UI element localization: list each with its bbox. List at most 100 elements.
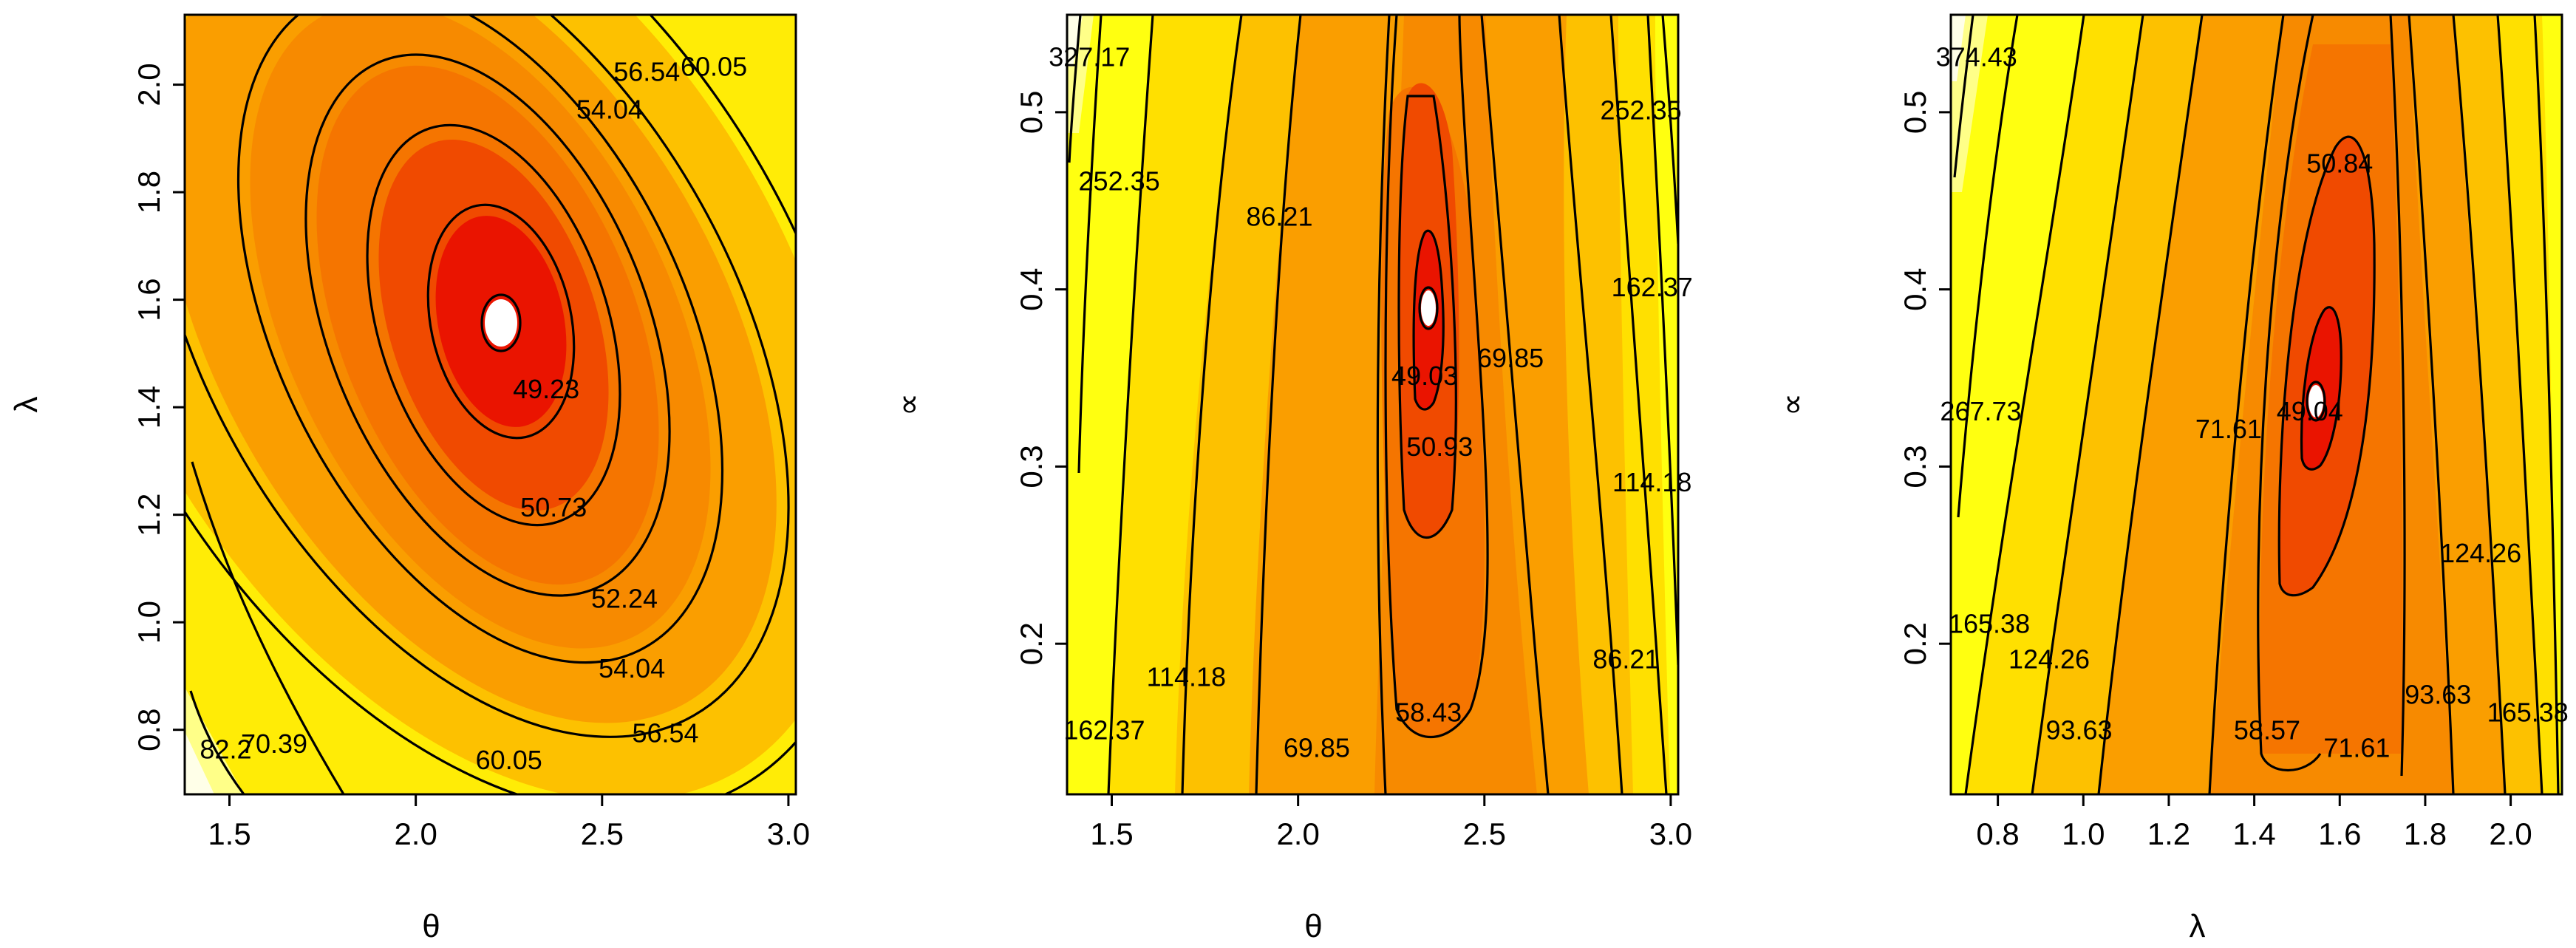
panel-3-fill [1951,15,2562,794]
panel-3-contours [1953,15,2560,794]
contour-86-21-right [1558,15,1623,794]
axes-panel-3: 0.8 1.0 1.2 1.4 1.6 1.8 2.0 0.2 0.3 0.4 0.5 λ ∝ [1774,91,2532,944]
x-tick-label: 1.2 [2147,816,2190,851]
contour-label: 165.38 [1949,609,2030,639]
contour-374-43 [1953,15,1974,178]
contour-label: 82.2 [200,734,251,764]
x-tick-label: 1.5 [1090,816,1133,851]
contour-labels-panel-2: 49.03 50.93 58.43 69.85 69.85 86.21 86.21 114.1… [1049,41,1693,763]
y-tick-label: 0.5 [1014,91,1049,134]
contour-label: 267.73 [1940,396,2021,426]
contour-label: 114.18 [1612,467,1691,497]
contour-label: 71.61 [2195,414,2262,444]
x-tick-label: 0.8 [1976,816,2019,851]
x-axis-title: λ [2190,908,2206,944]
y-axis-title: λ [8,397,44,413]
contour-165-38-right [2533,15,2560,794]
contour-70-39 [191,461,345,794]
contour-label: 60.05 [476,745,542,775]
contour-minimum [2306,381,2326,422]
x-tick-label: 1.8 [2404,816,2447,851]
contour-label: 70.39 [241,729,307,759]
y-tick-label: 0.8 [132,708,166,751]
x-tick-label: 2.5 [1463,816,1506,851]
contour-50-93 [1397,95,1457,539]
contour-165-38-left [1964,15,2085,794]
fill-minimum [485,299,517,347]
contour-267-73 [1957,15,2019,518]
contour-label: 58.43 [1395,698,1462,728]
y-tick-label: 0.4 [1898,267,1932,310]
x-tick-label: 1.0 [2062,816,2105,851]
x-tick-label: 2.0 [394,816,437,851]
contour-124-26-left [2031,15,2144,794]
axes-panel-2: 1.5 2.0 2.5 3.0 0.2 0.3 0.4 0.5 θ ∝ [890,91,1692,944]
fill-corner-top-left-2 [1951,15,1966,81]
contour-252-35-left [1077,15,1103,474]
axes-panel-1: 1.5 2.0 2.5 3.0 0.8 1.0 1.2 1.4 1.6 1.8 2.0 θ λ [8,63,810,944]
contour-86-21-left [1255,15,1302,794]
contour-124-26-right [2496,15,2543,794]
contour-label: 86.21 [1246,201,1312,231]
contour-label: 60.05 [681,51,747,81]
x-axis-title: θ [422,908,440,944]
contour-50-73 [366,123,621,527]
contour-label: 49.23 [513,374,579,404]
contour-label: 114.18 [1147,662,1226,692]
contour-label: 50.93 [1406,432,1473,462]
contour-58-43-left [1384,15,1489,738]
contour-label: 124.26 [2008,644,2090,675]
contour-label: 374.43 [1936,41,2017,72]
contour-93-63-left [2097,15,2204,794]
contour-label: 69.85 [1284,733,1350,763]
contour-71-61-left [2208,15,2285,794]
fill-corner-top-left [1951,15,1988,192]
contour-60-05 [185,15,796,794]
contour-label: 93.63 [2405,680,2471,710]
contour-label: 56.54 [632,717,698,748]
y-axis-title: ∝ [890,393,927,416]
contour-162-37-left [1107,15,1154,794]
y-tick-label: 0.4 [1014,267,1049,310]
contour-labels-panel-1: 49.2350.7352.2454.0456.5460.0570.3982.25… [200,51,747,775]
y-tick-label: 0.3 [1014,445,1049,488]
y-tick-label: 1.6 [132,278,166,321]
contour-52-24 [304,53,671,597]
contour-82-2 [189,690,245,794]
x-tick-label: 2.0 [2489,816,2532,851]
panel-2-contours [1068,15,1678,794]
contour-label: 54.04 [576,94,643,124]
contour-49-04 [2300,306,2342,471]
contour-label: 327.17 [1049,41,1130,72]
contour-label: 56.54 [613,57,680,87]
contour-label: 50.84 [2306,148,2373,178]
x-tick-label: 2.0 [1276,816,1319,851]
contour-252-35-right [1661,15,1678,245]
contour-label: 86.21 [1592,644,1659,675]
contour-label: 54.04 [599,653,665,683]
contour-114-18-left [1181,15,1243,794]
y-tick-label: 1.4 [132,386,166,429]
contour-71-61-right [2408,15,2455,794]
y-tick-label: 0.3 [1898,445,1932,488]
panel-1-fill [185,15,796,794]
contour-56-54 [185,15,790,738]
panel-theta-alpha [1066,13,1680,796]
contour-54-04 [236,15,724,664]
contour-69-85-right [1480,15,1550,794]
contour-label: 49.04 [2277,396,2343,426]
fill-minimum [1421,290,1436,326]
panel-theta-lambda [183,13,797,796]
contour-162-37-right [1646,15,1678,666]
x-tick-label: 3.0 [767,816,810,851]
contour-label: 71.61 [2323,733,2390,763]
y-tick-label: 2.0 [132,63,166,106]
contour-93-63-right [2452,15,2507,794]
fill-corner-bottom-left-2 [185,732,214,794]
y-tick-label: 0.5 [1898,91,1932,134]
contour-label: 49.03 [1391,361,1458,391]
contour-label: 165.38 [2487,698,2569,728]
contour-50-84 [2277,135,2376,597]
contour-label: 69.85 [1477,343,1544,373]
